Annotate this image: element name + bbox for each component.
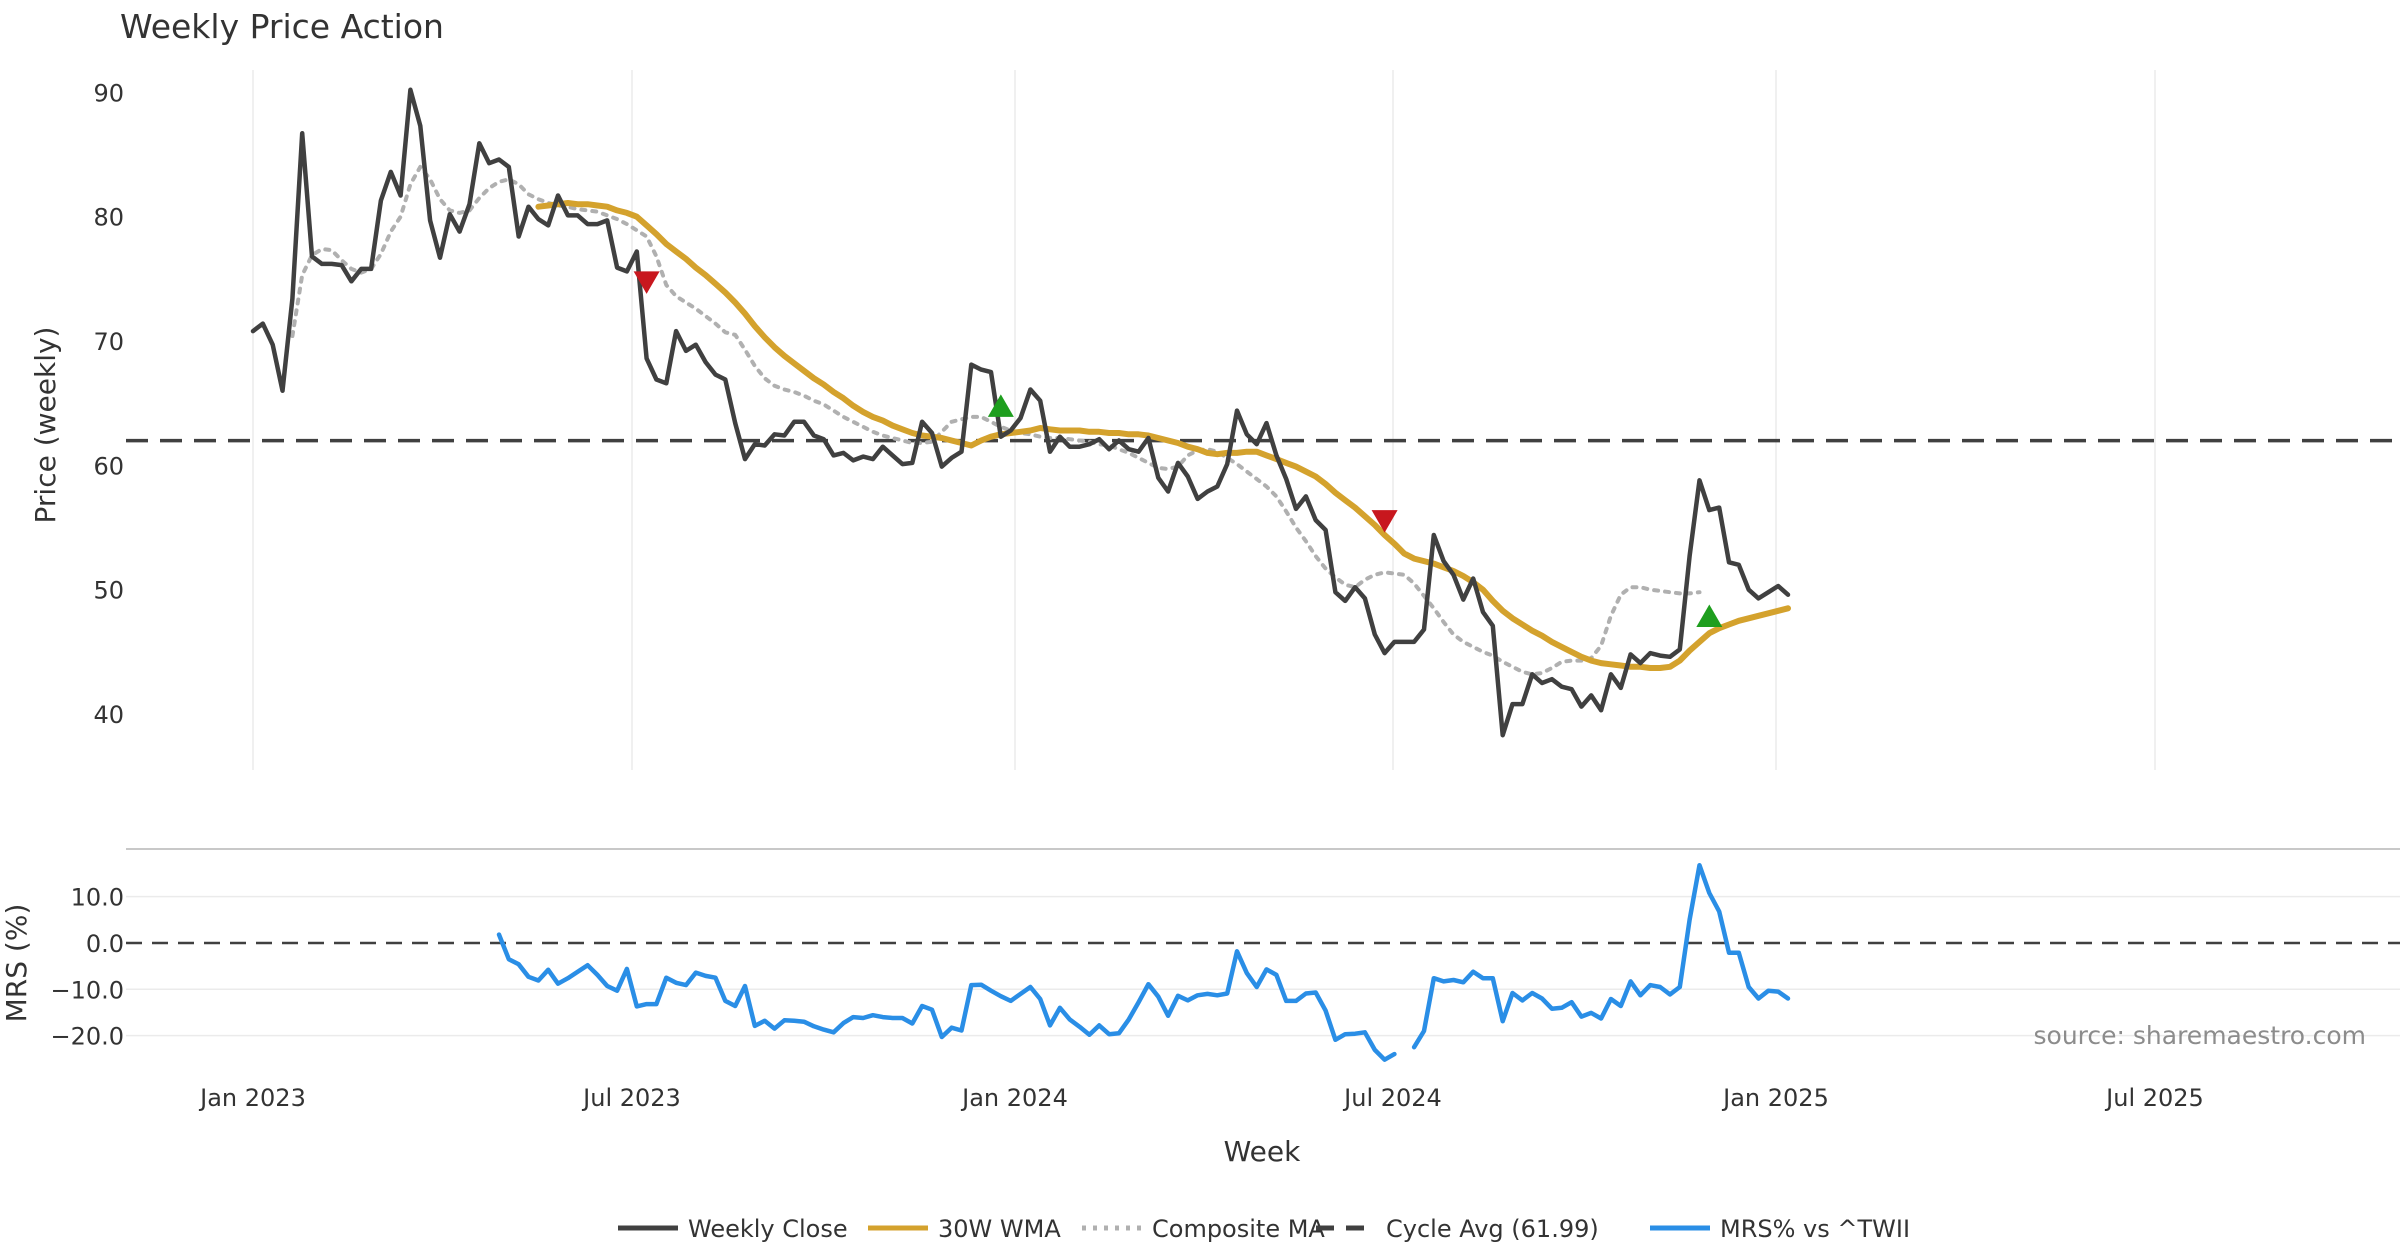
mrs-y-tick: −20.0 xyxy=(50,1023,124,1051)
price-y-axis-label: Price (weekly) xyxy=(29,327,62,524)
mrs-y-tick: 10.0 xyxy=(71,884,124,912)
buy-signal-marker xyxy=(987,394,1014,417)
price-series-group xyxy=(250,87,1791,738)
legend-label: 30W WMA xyxy=(938,1215,1061,1243)
x-tick: Jan 2024 xyxy=(960,1084,1068,1112)
series-line-weekly-close xyxy=(250,87,1791,738)
mrs-y-tick: 0.0 xyxy=(86,930,124,958)
source-note: source: sharemaestro.com xyxy=(2034,1021,2367,1050)
price-y-tick: 40 xyxy=(93,701,124,729)
sell-signal-marker xyxy=(633,271,660,294)
price-y-tick-labels: 40 50 60 70 80 90 xyxy=(93,79,124,729)
price-panel-grid xyxy=(126,70,2400,770)
buy-signal-marker xyxy=(1696,604,1723,628)
series-line-composite-ma xyxy=(290,164,1702,677)
legend: Weekly Close 30W WMA Composite MA Cycle Avg… xyxy=(618,1215,1910,1243)
series-line-30w-wma xyxy=(535,200,1791,671)
legend-label: Cycle Avg (61.99) xyxy=(1386,1215,1599,1243)
mrs-y-tick: −10.0 xyxy=(50,976,124,1004)
series-line-mrs-vs-twii xyxy=(1411,862,1791,1050)
x-tick: Jan 2023 xyxy=(198,1084,306,1112)
legend-label: Weekly Close xyxy=(688,1215,848,1243)
signal-markers xyxy=(633,271,1723,628)
x-tick: Jan 2025 xyxy=(1721,1084,1829,1112)
price-y-tick: 50 xyxy=(93,577,124,605)
mrs-y-tick-labels: 10.0 0.0 −10.0 −20.0 xyxy=(50,884,124,1051)
x-axis-label: Week xyxy=(1224,1135,1301,1168)
mrs-series-group xyxy=(496,862,1791,1062)
mrs-y-axis-label: MRS (%) xyxy=(0,904,33,1023)
price-y-tick: 60 xyxy=(93,452,124,480)
sell-signal-marker xyxy=(1371,510,1398,533)
x-tick: Jul 2025 xyxy=(2104,1084,2204,1112)
mrs-panel-grid xyxy=(126,895,2400,1037)
price-y-tick: 70 xyxy=(93,328,124,356)
series-line-mrs-vs-twii xyxy=(496,932,1397,1062)
legend-label: MRS% vs ^TWII xyxy=(1720,1215,1910,1243)
chart-title: Weekly Price Action xyxy=(120,7,444,46)
price-y-tick: 80 xyxy=(93,204,124,232)
x-tick: Jul 2023 xyxy=(581,1084,681,1112)
price-y-tick: 90 xyxy=(93,79,124,107)
x-tick: Jul 2024 xyxy=(1342,1084,1442,1112)
x-tick-labels: Jan 2023 Jul 2023 Jan 2024 Jul 2024 Jan 2025… xyxy=(198,1084,2204,1112)
legend-label: Composite MA xyxy=(1152,1215,1325,1243)
